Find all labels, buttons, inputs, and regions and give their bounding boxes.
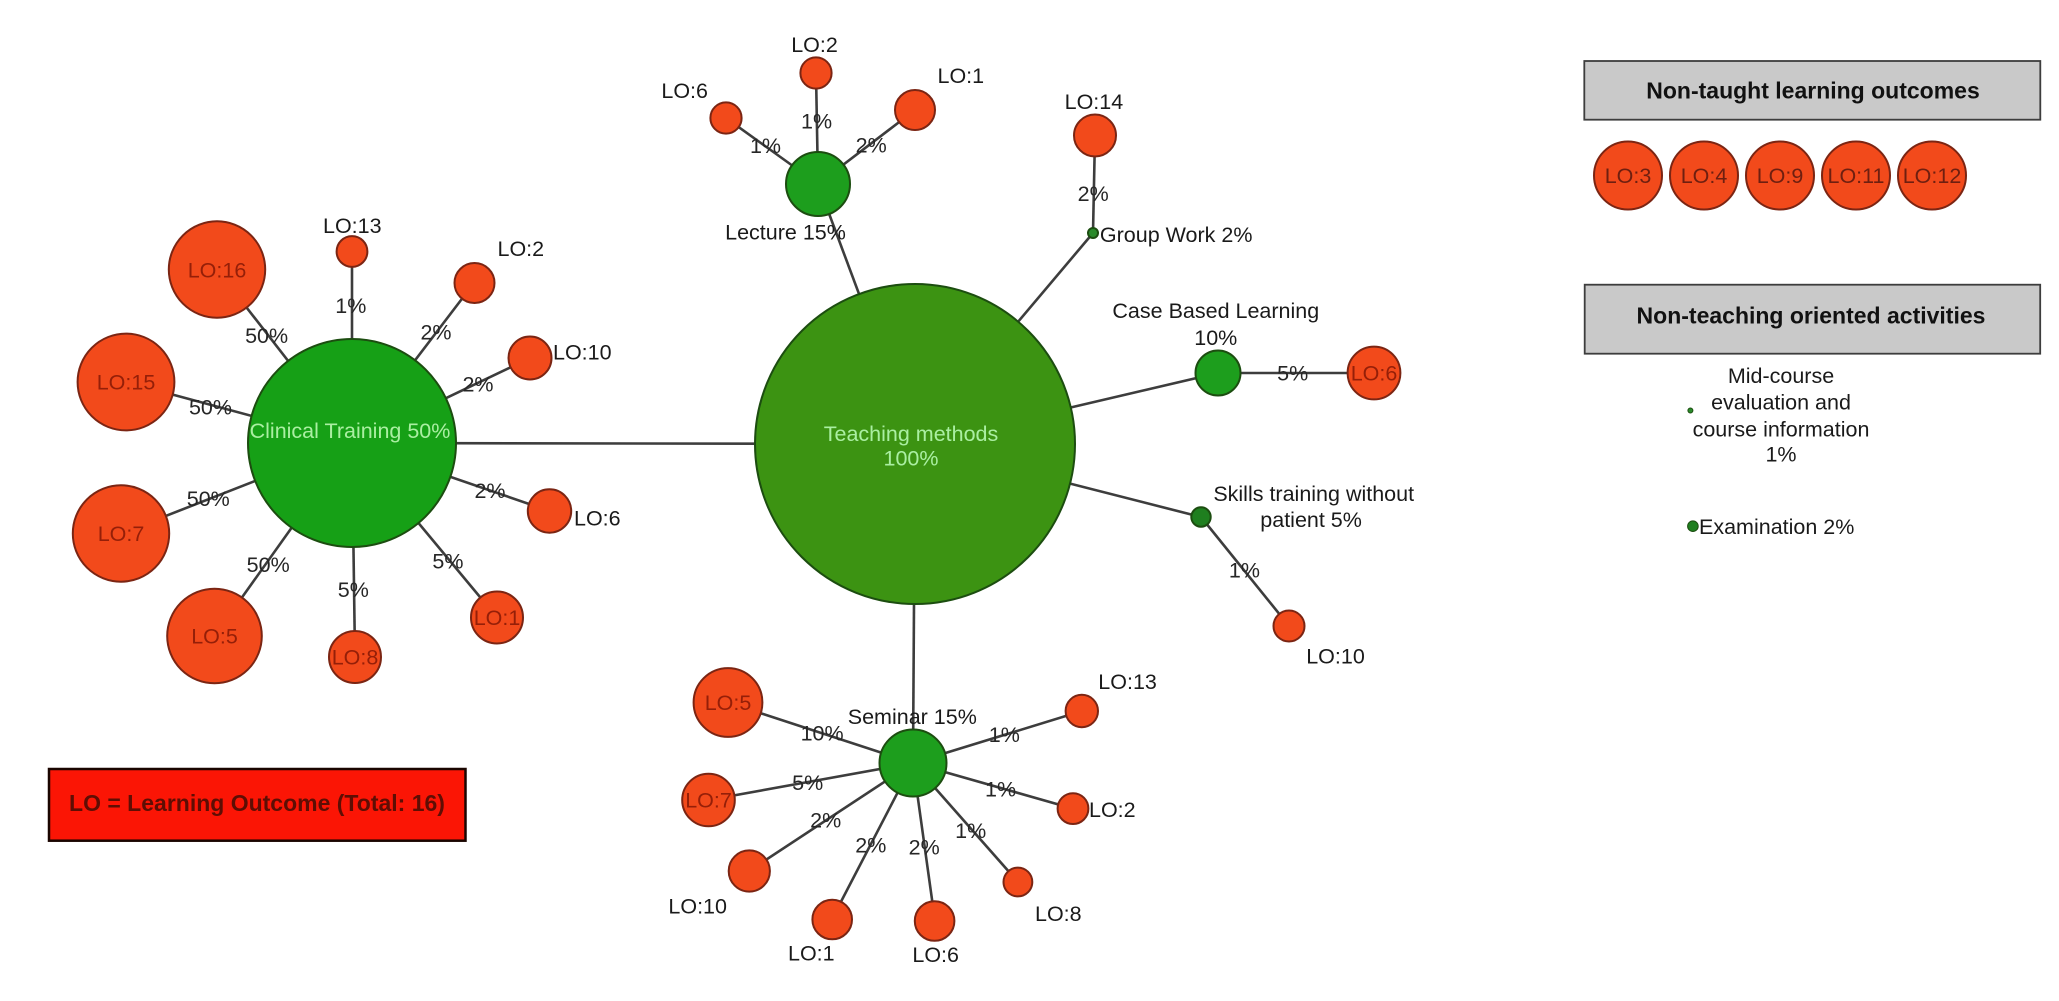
svg-text:LO:11: LO:11: [1828, 164, 1885, 188]
svg-text:Lecture 15%: Lecture 15%: [725, 220, 846, 244]
svg-text:5%: 5%: [338, 578, 369, 602]
svg-text:LO:2: LO:2: [1089, 798, 1136, 822]
svg-text:LO:2: LO:2: [497, 237, 544, 261]
svg-text:LO:1: LO:1: [474, 606, 521, 630]
svg-text:2%: 2%: [474, 479, 505, 503]
svg-text:Examination 2%: Examination 2%: [1699, 515, 1854, 539]
svg-text:LO:12: LO:12: [1903, 164, 1962, 188]
svg-text:LO:7: LO:7: [685, 789, 732, 813]
svg-text:LO:6: LO:6: [1351, 362, 1398, 386]
svg-text:5%: 5%: [792, 771, 823, 795]
svg-text:100%: 100%: [884, 447, 939, 471]
svg-text:2%: 2%: [909, 835, 940, 859]
svg-text:1%: 1%: [335, 294, 366, 318]
svg-text:1%: 1%: [989, 723, 1020, 747]
svg-text:course information: course information: [1693, 417, 1870, 441]
svg-text:LO:9: LO:9: [1757, 164, 1804, 188]
svg-text:Case Based Learning: Case Based Learning: [1112, 299, 1319, 323]
svg-text:10%: 10%: [801, 722, 844, 746]
svg-text:LO:5: LO:5: [705, 691, 752, 715]
svg-text:LO:13: LO:13: [323, 214, 382, 238]
svg-text:LO:5: LO:5: [191, 625, 238, 649]
svg-text:2%: 2%: [856, 133, 887, 157]
svg-text:patient 5%: patient 5%: [1260, 508, 1362, 532]
svg-text:1%: 1%: [801, 110, 832, 134]
svg-text:LO:15: LO:15: [97, 371, 156, 395]
svg-text:1%: 1%: [985, 777, 1016, 801]
svg-text:LO:8: LO:8: [332, 646, 379, 670]
svg-text:1%: 1%: [1229, 558, 1260, 582]
svg-text:LO:10: LO:10: [668, 895, 727, 919]
svg-text:evaluation and: evaluation and: [1711, 391, 1851, 415]
svg-text:LO:6: LO:6: [912, 943, 959, 967]
svg-text:LO:14: LO:14: [1065, 90, 1124, 114]
svg-text:1%: 1%: [955, 819, 986, 843]
svg-text:LO:10: LO:10: [1306, 644, 1365, 668]
svg-text:5%: 5%: [1277, 362, 1308, 386]
svg-text:Mid-course: Mid-course: [1728, 364, 1834, 388]
svg-text:LO:1: LO:1: [788, 942, 835, 966]
svg-text:LO:2: LO:2: [791, 33, 838, 57]
svg-text:50%: 50%: [247, 553, 290, 577]
svg-text:2%: 2%: [420, 320, 451, 344]
svg-text:2%: 2%: [462, 373, 493, 397]
svg-text:1%: 1%: [1765, 443, 1796, 467]
svg-text:10%: 10%: [1194, 326, 1237, 350]
svg-text:Non-taught learning outcomes: Non-taught learning outcomes: [1646, 78, 1980, 104]
svg-text:LO:7: LO:7: [98, 522, 145, 546]
svg-text:Skills training without: Skills training without: [1213, 482, 1414, 506]
svg-text:Group Work 2%: Group Work 2%: [1100, 223, 1253, 247]
svg-text:Teaching methods: Teaching methods: [824, 422, 999, 446]
svg-text:LO:16: LO:16: [188, 259, 247, 283]
svg-text:LO:6: LO:6: [574, 507, 621, 531]
svg-text:LO:6: LO:6: [661, 79, 708, 103]
svg-text:50%: 50%: [187, 487, 230, 511]
svg-text:2%: 2%: [810, 808, 841, 832]
svg-text:Non-teaching oriented activiti: Non-teaching oriented activities: [1637, 303, 1986, 329]
svg-text:2%: 2%: [1078, 182, 1109, 206]
svg-text:LO:4: LO:4: [1681, 164, 1728, 188]
svg-text:LO = Learning Outcome (Total:: LO = Learning Outcome (Total: 16): [69, 790, 445, 816]
svg-text:50%: 50%: [245, 324, 288, 348]
svg-text:5%: 5%: [432, 550, 463, 574]
svg-text:LO:3: LO:3: [1605, 164, 1652, 188]
svg-text:50%: 50%: [189, 395, 232, 419]
svg-text:LO:10: LO:10: [553, 341, 612, 365]
svg-text:LO:1: LO:1: [937, 64, 984, 88]
svg-text:LO:13: LO:13: [1098, 670, 1157, 694]
svg-text:LO:8: LO:8: [1035, 902, 1082, 926]
svg-text:Clinical Training 50%: Clinical Training 50%: [250, 419, 451, 443]
svg-text:2%: 2%: [855, 834, 886, 858]
svg-text:1%: 1%: [750, 134, 781, 158]
svg-text:Seminar 15%: Seminar 15%: [848, 705, 977, 729]
